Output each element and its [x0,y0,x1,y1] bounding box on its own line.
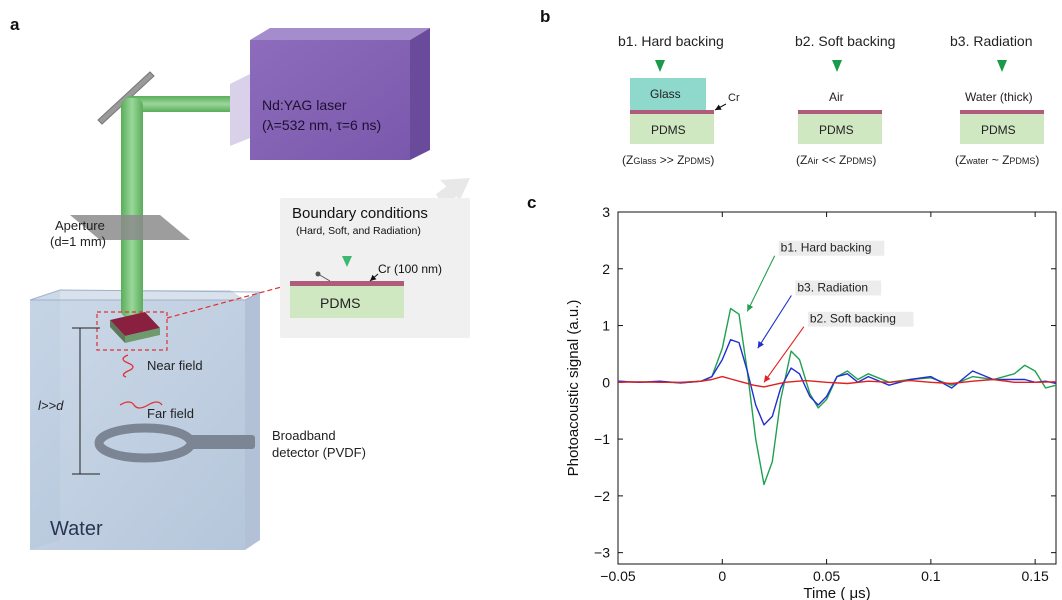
condition-radiation: b3. Radiation Water (thick) PDMS (Zwater… [950,33,1044,167]
laser-title: Nd:YAG laser [262,97,347,113]
plot-frame [617,211,1057,565]
annotation-label: b1. Hard backing [781,241,872,255]
aperture-size: (d=1 mm) [50,234,106,249]
x-tick-label: 0.05 [813,568,840,584]
annotation-arrow [757,295,792,349]
inset-pdms-label: PDMS [320,295,360,311]
x-tick-label: 0 [718,568,726,584]
annotation-label: b3. Radiation [797,280,868,294]
aperture-plate [70,215,190,240]
series-line [617,375,1057,388]
impedance-relation: (ZAir << ZPDMS) [796,153,876,167]
annotations: b1. Hard backing b3. Radiation b2. Soft ba… [746,240,914,383]
series-line [617,307,1057,486]
panel-c: c −0.05 0 0.05 0.1 0.15 −3 −2 −1 0 1 2 3 b1. Hard b… [527,193,1057,600]
annotation-label: b2. Soft backing [810,312,896,326]
inset-leader [166,285,286,319]
pdms-block [960,114,1044,144]
pdms-label: PDMS [981,123,1016,137]
panel-letter-b: b [540,7,550,26]
y-tick-label: 0 [602,374,610,390]
condition-title: b1. Hard backing [618,33,724,49]
laser-marker-icon [832,60,842,72]
inset-cr-layer [290,281,404,286]
pdms-label: PDMS [819,123,854,137]
laser-marker-icon [342,256,352,267]
cr-layer [960,110,1044,114]
y-tick-label: −2 [594,488,610,504]
laser-box: Nd:YAG laser (λ=532 nm, τ=6 ns) [230,28,430,160]
panel-letter-c: c [527,193,536,212]
panel-b: b b1. Hard backing Glass PDMS Cr (ZGlass… [540,7,1044,167]
y-tick-label: 1 [602,318,610,334]
backing-label: Glass [650,87,681,101]
x-tick-label: 0.1 [921,568,941,584]
inset-pdms [290,286,404,318]
photoacoustic-chart: −0.05 0 0.05 0.1 0.15 −3 −2 −1 0 1 2 3 b1. Hard bac… [565,204,1057,600]
laser-marker-icon [655,60,665,72]
inset-subtitle: (Hard, Soft, and Radiation) [296,225,421,237]
far-field-wave [119,401,163,409]
glass-backing [630,78,706,110]
axis-ticks: −0.05 0 0.05 0.1 0.15 −3 −2 −1 0 1 2 3 [594,204,1056,584]
cr-layer [798,110,882,114]
series-line [617,339,1057,426]
pdms-block [630,114,714,144]
inset-cr-label: Cr (100 nm) [378,262,442,276]
series-lines [617,307,1057,486]
annotation-bg [795,280,882,296]
distance-marker: l>>d [38,327,100,475]
impedance-relation: (Zwater ~ ZPDMS) [955,153,1039,167]
distance-label: l>>d [38,398,64,413]
condition-title: b2. Soft backing [795,33,895,49]
backing-label: Air [829,90,844,104]
boundary-inset: Boundary conditions (Hard, Soft, and Rad… [280,178,470,338]
detector: Broadband detector (PVDF) [94,423,366,463]
x-tick-label: 0.15 [1022,568,1049,584]
panel-a: a Water Aperture (d=1 mm) Nd:YAG laser [10,15,470,550]
x-tick-label: −0.05 [600,568,636,584]
near-field-label: Near field [147,358,203,373]
inset-title: Boundary conditions [292,205,428,222]
aperture-label: Aperture [55,218,105,233]
near-field-wave [122,354,134,378]
far-field-label: Far field [147,406,194,421]
water-tank: Water [29,289,261,550]
y-tick-label: −3 [594,545,610,561]
cr-layer [630,110,714,114]
laser-marker-icon [997,60,1007,72]
detector-label: Broadband [272,428,336,443]
annotation-bg [778,240,885,256]
pdms-label: PDMS [651,123,686,137]
y-tick-label: 2 [602,261,610,277]
y-tick-label: 3 [602,204,610,220]
annotation-arrow [746,255,776,312]
x-axis-label: Time ( μs) [803,585,870,600]
pdms-block [798,114,882,144]
mirror [97,71,155,125]
impedance-relation: (ZGlass >> ZPDMS) [622,153,714,167]
y-axis-label: Photoacoustic signal (a.u.) [565,300,582,477]
annotation-bg [807,311,914,327]
condition-title: b3. Radiation [950,33,1033,49]
cr-label: Cr [728,92,740,104]
laser-params: (λ=532 nm, τ=6 ns) [262,117,381,133]
condition-soft-backing: b2. Soft backing Air PDMS (ZAir << ZPDMS… [795,33,895,167]
condition-hard-backing: b1. Hard backing Glass PDMS Cr (ZGlass >… [618,33,740,167]
backing-label: Water (thick) [965,90,1033,104]
sample [96,311,168,351]
annotation-arrow [763,326,805,383]
y-tick-label: −1 [594,431,610,447]
detector-type: detector (PVDF) [272,445,366,460]
water-label: Water [50,518,103,540]
laser-beam [121,96,235,318]
panel-letter-a: a [10,15,20,34]
